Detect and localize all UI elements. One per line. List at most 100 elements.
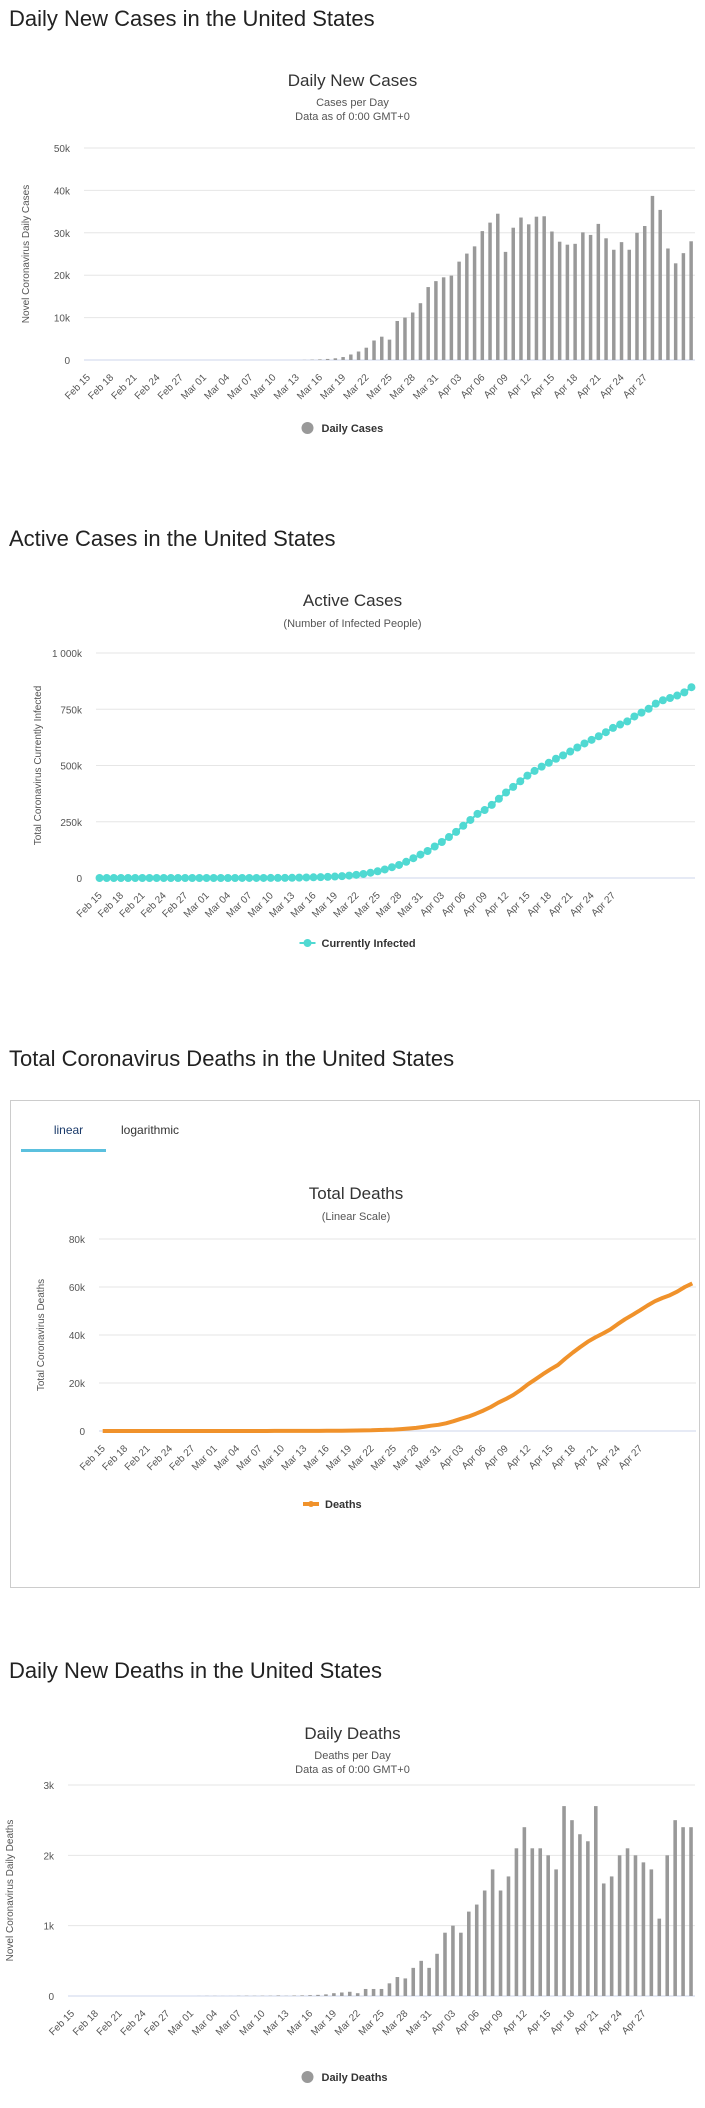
data-point [188, 873, 197, 882]
legend[interactable]: Currently Infected [299, 938, 416, 950]
data-point [145, 873, 154, 882]
bar [594, 1806, 598, 1996]
legend-marker-dot [308, 1501, 314, 1507]
x-tick-label: Feb 27 [143, 2008, 173, 2038]
y-axis-label: Novel Coronavirus Daily Deaths [5, 1820, 16, 1962]
x-tick-label: Apr 24 [596, 2008, 625, 2037]
bar [333, 358, 338, 360]
daily-cases-chart: Daily New Cases Cases per Day Data as of 0… [21, 71, 695, 435]
bar [681, 253, 686, 360]
bar [363, 1988, 368, 1996]
data-point [594, 732, 603, 741]
bar [641, 1862, 646, 1996]
bar [522, 1827, 527, 1996]
x-tick-label: Mar 31 [404, 2008, 434, 2038]
data-point [216, 873, 225, 882]
total-deaths-panel: linear logarithmic Total Deaths (Linear S… [10, 1100, 700, 1588]
bar [538, 1848, 543, 1996]
bar [511, 227, 515, 360]
data-point [673, 691, 682, 700]
x-tick-label: Apr 24 [598, 372, 627, 401]
bar [657, 1918, 662, 1996]
y-tick-label: 0 [76, 874, 82, 885]
data-point [651, 699, 660, 708]
bar [534, 216, 539, 360]
data-point [124, 873, 133, 882]
data-point [202, 873, 211, 882]
series-line [99, 686, 692, 879]
data-point [359, 869, 368, 878]
bar [387, 339, 392, 360]
data-point [166, 873, 175, 882]
data-point [658, 696, 667, 705]
bar [503, 251, 508, 360]
y-tick-label: 10k [54, 314, 71, 325]
x-tick-label: Feb 15 [47, 2008, 77, 2038]
data-point [174, 873, 183, 882]
legend[interactable]: Daily Cases [301, 422, 384, 435]
bar [467, 1911, 471, 1996]
bar [472, 246, 477, 360]
bar [578, 1834, 582, 1996]
bar [465, 253, 469, 360]
series-line [102, 1281, 694, 1433]
total-deaths-chart: Total Deaths (Linear Scale) 0 20k 40k 60k 80k T… [36, 1184, 696, 1511]
x-tick-label: Apr 21 [575, 372, 604, 401]
bar [596, 223, 601, 360]
bar [387, 1983, 392, 1996]
y-tick-label: 50k [54, 144, 71, 155]
bar [403, 1978, 408, 1996]
bar [318, 359, 322, 360]
x-tick-label: Apr 03 [429, 2008, 458, 2037]
section-heading-daily-deaths: Daily New Deaths in the United States [9, 1658, 382, 1683]
data-point [209, 873, 218, 882]
chart-subtitle: Data as of 0:00 GMT+0 [295, 111, 410, 123]
bar [380, 336, 384, 360]
legend-label: Currently Infected [322, 938, 416, 950]
data-point [459, 821, 468, 830]
data-point [338, 872, 347, 881]
data-point [551, 754, 560, 763]
data-point [580, 739, 589, 748]
data-point [395, 860, 404, 869]
bar [379, 1988, 384, 1996]
x-tick-label: Apr 09 [482, 372, 511, 401]
data-point [138, 873, 147, 882]
bar [542, 216, 546, 360]
y-tick-label: 750k [60, 705, 83, 716]
legend-label: Daily Deaths [322, 2072, 388, 2084]
data-point [152, 873, 161, 882]
bar [426, 287, 430, 360]
x-tick-label: Mar 31 [411, 372, 441, 402]
bar [601, 1883, 606, 1996]
data-point [288, 873, 297, 882]
bar [519, 217, 523, 360]
y-tick-label: 2k [43, 1851, 55, 1862]
y-tick-label: 60k [69, 1283, 86, 1294]
data-point [452, 827, 461, 836]
data-point [302, 873, 311, 882]
data-point [323, 872, 332, 881]
x-tick-label: Apr 09 [477, 2008, 506, 2037]
tab-logarithmic[interactable]: logarithmic [121, 1123, 180, 1137]
data-point [601, 728, 610, 737]
x-tick-label: Mar 10 [238, 2008, 268, 2038]
data-point [487, 800, 496, 809]
bar [427, 1967, 431, 1996]
chart-title: Daily New Cases [288, 71, 417, 90]
bar [498, 1890, 503, 1996]
data-point [245, 873, 254, 882]
legend[interactable]: Deaths [303, 1499, 362, 1511]
bar [506, 1876, 511, 1996]
x-tick-label: Mar 28 [381, 2008, 411, 2038]
data-point [423, 847, 432, 855]
data-point [195, 873, 204, 882]
x-tick-label: Apr 12 [505, 372, 534, 401]
bar [604, 238, 608, 360]
data-point [223, 873, 232, 882]
data-point [252, 873, 261, 882]
tab-linear[interactable]: linear [53, 1123, 84, 1137]
legend[interactable]: Daily Deaths [301, 2071, 388, 2084]
x-tick-label: Apr 27 [589, 890, 618, 919]
active-cases-chart: Active Cases (Number of Infected People) 0… [33, 591, 696, 950]
